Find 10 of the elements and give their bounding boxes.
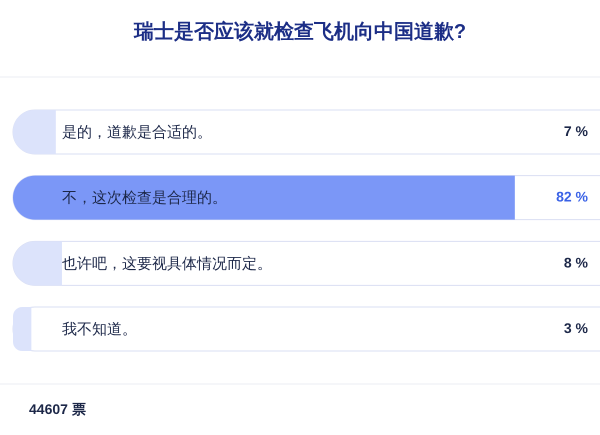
y-tick-label: 也许吧，这要视具体情况而定。	[62, 255, 272, 272]
y-tick-label: 不，这次检查是合理的。	[62, 190, 227, 207]
chart-title: 瑞士是否应该就检查飞机向中国道歉?	[132, 20, 466, 43]
y-tick-label: 是的，道歉是合适的。	[62, 124, 212, 141]
data-label: 8 %	[564, 254, 589, 270]
text: 44607 票	[29, 401, 86, 417]
data-label: 82 %	[556, 188, 589, 205]
y-tick-label: 我不知道。	[62, 321, 137, 338]
data-label: 3 %	[564, 320, 589, 336]
data-label: 7 %	[564, 123, 589, 139]
